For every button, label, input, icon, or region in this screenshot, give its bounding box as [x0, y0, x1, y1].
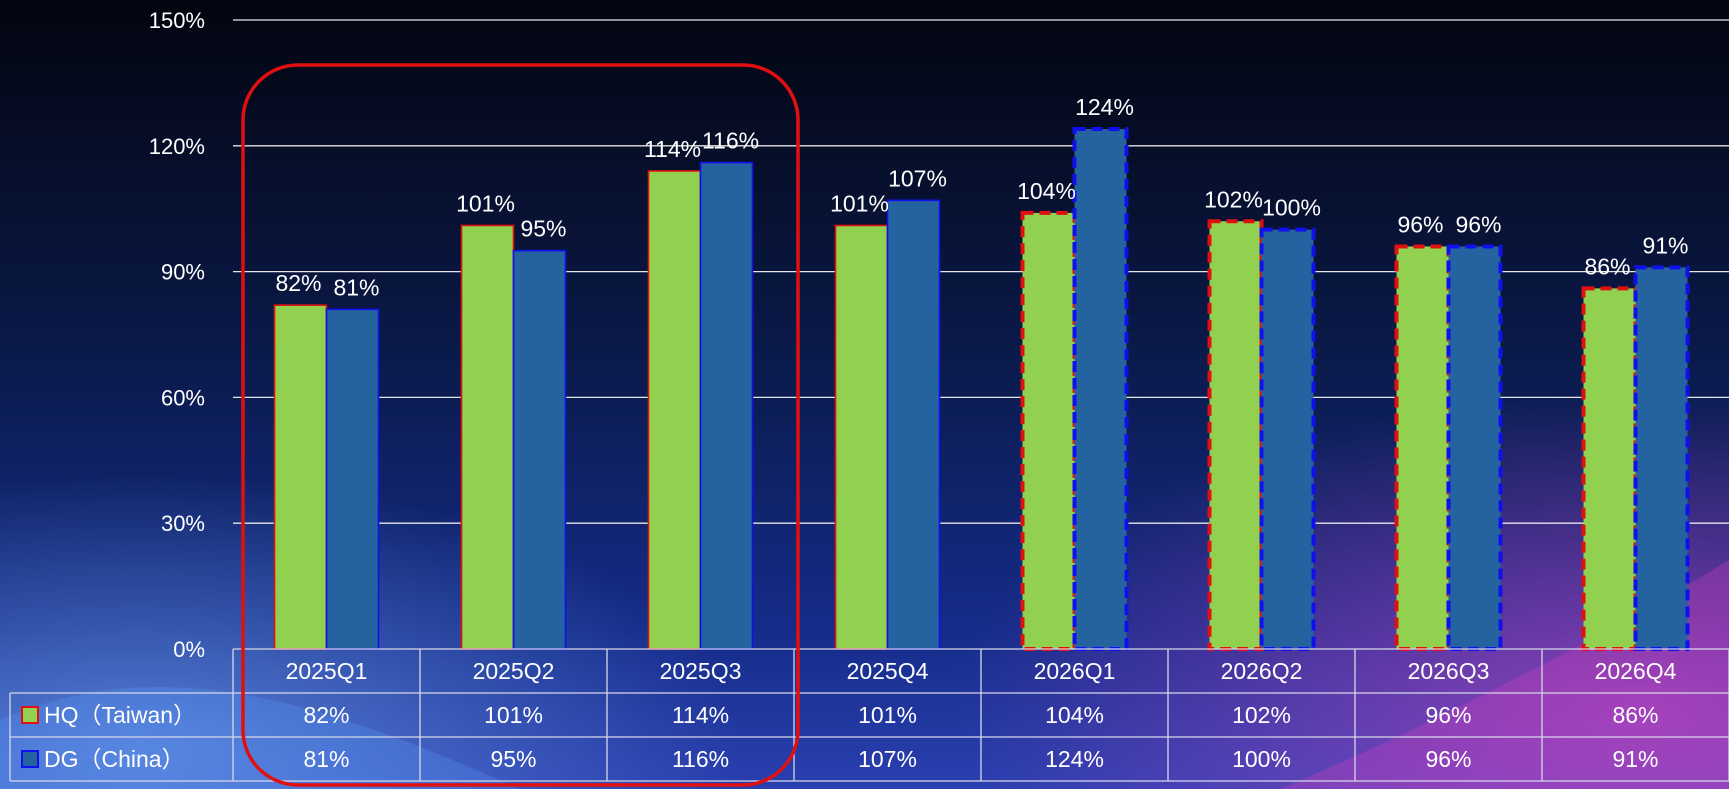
category-label: 2026Q1 — [1034, 658, 1116, 684]
category-label: 2025Q4 — [847, 658, 929, 684]
bar-dg-2025Q4 — [886, 199, 941, 650]
table-cell-hq: 101% — [858, 702, 917, 728]
legend-key-dg — [21, 750, 39, 768]
bar-dg-2026Q2 — [1259, 227, 1316, 652]
data-label-dg-2026Q2: 100% — [1262, 195, 1321, 221]
table-cell-dg: 100% — [1232, 746, 1291, 772]
category-label: 2026Q3 — [1408, 658, 1490, 684]
data-label-hq-2026Q1: 104% — [1017, 178, 1076, 204]
bar-hq-2025Q1 — [273, 304, 328, 650]
y-tick-label: 30% — [161, 511, 205, 536]
legend-key-hq — [21, 706, 39, 724]
table-cell-hq: 82% — [303, 702, 349, 728]
data-label-hq-2025Q3: 114% — [644, 136, 701, 162]
bar-dg-2025Q3 — [699, 161, 754, 650]
bar-dg-2026Q4 — [1633, 265, 1690, 651]
bar-hq-2025Q4 — [834, 224, 889, 650]
data-label-dg-2025Q4: 107% — [888, 165, 947, 191]
bar-dg-2025Q2 — [512, 249, 567, 650]
data-label-hq-2025Q2: 101% — [456, 190, 515, 216]
table-cell-dg: 96% — [1425, 746, 1471, 772]
bar-dg-2026Q1 — [1072, 127, 1129, 651]
table-cell-dg: 91% — [1612, 746, 1658, 772]
bar-hq-2025Q3 — [647, 170, 702, 650]
data-label-hq-2025Q4: 101% — [830, 190, 889, 216]
y-tick-label: 90% — [161, 260, 205, 285]
data-label-hq-2025Q1: 82% — [275, 270, 321, 296]
data-label-dg-2026Q4: 91% — [1642, 232, 1688, 258]
table-cell-hq: 96% — [1425, 702, 1471, 728]
legend-label-hq: HQ（Taiwan） — [44, 702, 196, 728]
category-label: 2025Q3 — [660, 658, 742, 684]
data-label-dg-2025Q3: 116% — [702, 128, 759, 154]
highlight-box — [241, 63, 800, 787]
category-label: 2026Q4 — [1595, 658, 1677, 684]
table-cell-hq: 86% — [1612, 702, 1658, 728]
table-cell-dg: 81% — [303, 746, 349, 772]
y-tick-label: 0% — [173, 637, 205, 662]
table-cell-dg: 95% — [490, 746, 536, 772]
table-cell-dg: 116% — [672, 746, 729, 772]
table-cell-dg: 124% — [1045, 746, 1104, 772]
background-swoosh-right — [1280, 560, 1729, 789]
data-label-dg-2025Q1: 81% — [333, 274, 379, 300]
data-label-hq-2026Q4: 86% — [1584, 253, 1630, 279]
bar-hq-2026Q4 — [1581, 286, 1638, 651]
bar-hq-2026Q1 — [1020, 210, 1077, 651]
table-cell-dg: 107% — [858, 746, 917, 772]
y-tick-label: 120% — [149, 134, 205, 159]
bar-dg-2025Q1 — [325, 308, 380, 650]
y-tick-label: 150% — [149, 8, 205, 33]
data-label-dg-2025Q2: 95% — [520, 216, 566, 242]
data-label-dg-2026Q3: 96% — [1455, 211, 1501, 237]
bar-hq-2026Q3 — [1394, 244, 1451, 651]
table-cell-hq: 101% — [484, 702, 543, 728]
category-label: 2025Q2 — [473, 658, 555, 684]
table-cell-hq: 114% — [672, 702, 729, 728]
data-label-hq-2026Q2: 102% — [1204, 186, 1263, 212]
bar-hq-2026Q2 — [1207, 219, 1264, 651]
background-swoosh-left — [0, 686, 520, 789]
table-cell-hq: 104% — [1045, 702, 1104, 728]
table-cell-hq: 102% — [1232, 702, 1291, 728]
bar-hq-2025Q2 — [460, 224, 515, 650]
legend-label-dg: DG（China） — [44, 746, 185, 772]
data-label-hq-2026Q3: 96% — [1397, 211, 1443, 237]
data-label-dg-2026Q1: 124% — [1075, 94, 1134, 120]
category-label: 2026Q2 — [1221, 658, 1303, 684]
category-label: 2025Q1 — [286, 658, 368, 684]
y-tick-label: 60% — [161, 385, 205, 410]
bar-dg-2026Q3 — [1446, 244, 1503, 651]
